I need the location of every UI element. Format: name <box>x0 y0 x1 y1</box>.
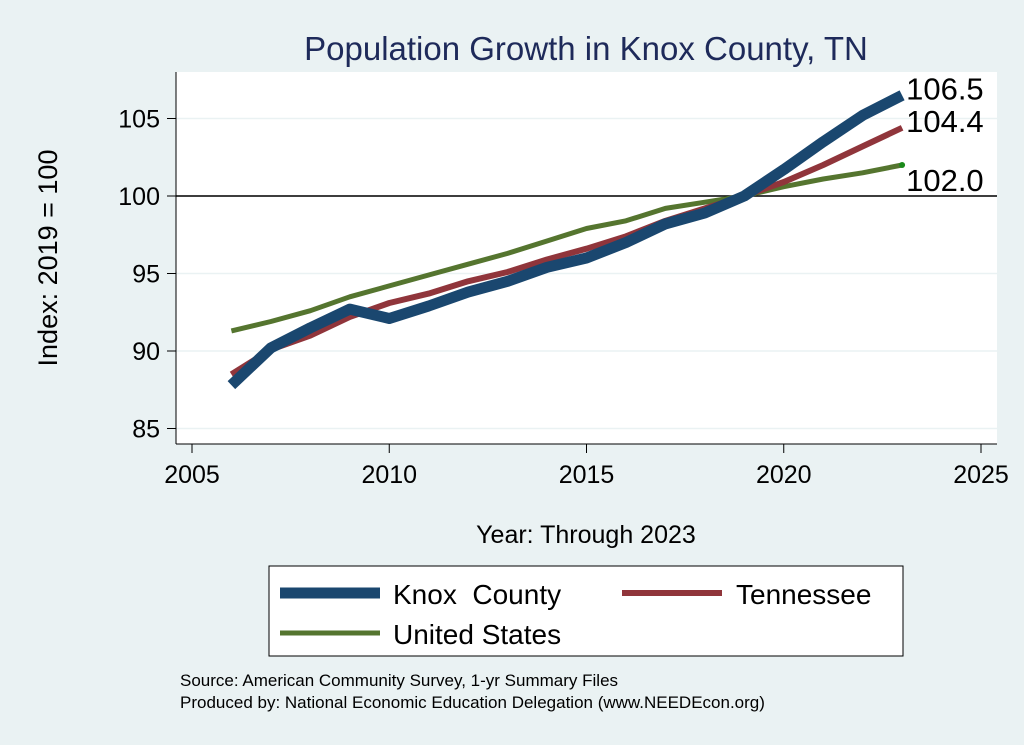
legend: Knox County Tennessee United States <box>268 565 904 657</box>
source-note: Source: American Community Survey, 1-yr … <box>180 671 618 690</box>
y-axis-title: Index: 2019 = 100 <box>33 150 63 367</box>
legend-entries: Knox County Tennessee United States <box>280 579 871 650</box>
end-label-knox-county: 106.5 <box>906 71 984 106</box>
legend-entry-united-states-label: United States <box>393 619 561 650</box>
legend-box <box>268 565 904 657</box>
series-line-tennessee <box>229 125 904 377</box>
series-lines <box>227 90 906 390</box>
x-tick-label: 2010 <box>361 461 417 489</box>
axes <box>167 72 997 453</box>
end-label-united-states: 102.0 <box>906 163 984 198</box>
x-tick-label: 2025 <box>953 461 1009 489</box>
series-line-united-states <box>230 162 903 334</box>
x-axis-title: Year: Through 2023 <box>476 521 696 549</box>
end-label-tennessee: 104.4 <box>906 104 984 139</box>
tick-labels: 85 90 95 100 105 2005 2010 2015 2020 2025 <box>118 106 1009 490</box>
y-tick-label: 100 <box>118 183 160 211</box>
y-tick-label: 105 <box>118 106 160 134</box>
y-tick-label: 90 <box>132 338 160 366</box>
y-tick-label: 95 <box>132 261 160 289</box>
produced-by-note: Produced by: National Economic Education… <box>180 693 765 712</box>
chart-title: Population Growth in Knox County, TN <box>304 30 868 67</box>
legend-entry-tennessee-label: Tennessee <box>736 579 871 610</box>
legend-entry-knox-county-label: Knox County <box>393 579 561 610</box>
x-tick-label: 2015 <box>559 461 615 489</box>
series-endpoint-united-states <box>899 162 906 168</box>
series-line-knox-county <box>227 90 905 390</box>
x-tick-label: 2005 <box>164 461 220 489</box>
y-tick-label: 85 <box>132 416 160 444</box>
x-tick-label: 2020 <box>756 461 812 489</box>
